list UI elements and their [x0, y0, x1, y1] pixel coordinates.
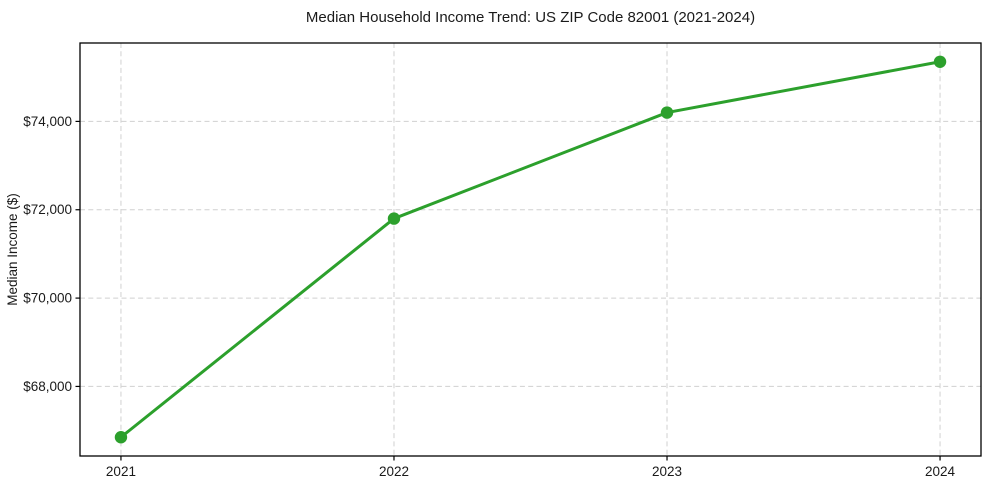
trend-line	[119, 60, 942, 439]
chart-title: Median Household Income Trend: US ZIP Co…	[306, 9, 755, 26]
series-layer	[114, 55, 947, 444]
y-tick-label: $70,000	[23, 291, 72, 306]
axis-layer: 2021 2022 2023 2024 $68,000 $70,000 $72,000 $74…	[23, 42, 982, 479]
y-tick-label: $68,000	[23, 379, 72, 394]
y-axis-label: Median Income ($)	[5, 193, 20, 306]
data-point-2021	[114, 431, 128, 444]
grid-layer	[80, 43, 981, 456]
x-tick-label: 2022	[379, 464, 409, 479]
y-tick-label: $74,000	[23, 114, 72, 129]
x-tick-label: 2021	[106, 464, 136, 479]
x-tick-label: 2024	[925, 464, 956, 479]
data-point-2022	[387, 212, 401, 225]
x-tick-label: 2023	[652, 464, 682, 479]
y-tick-label: $72,000	[23, 202, 72, 217]
data-point-2023	[660, 106, 674, 119]
plot-border	[79, 42, 982, 457]
data-point-2024	[933, 55, 947, 68]
